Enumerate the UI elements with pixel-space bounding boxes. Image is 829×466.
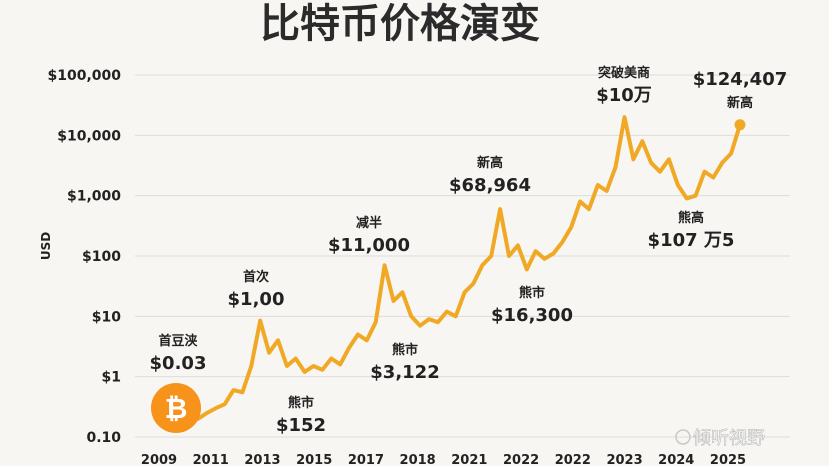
bitcoin-glyph: ₿	[165, 392, 188, 425]
y-tick-label: $1	[102, 370, 121, 386]
annotation: 熊市 $152	[276, 395, 326, 436]
annotation: 新高 $68,964	[449, 155, 531, 196]
annotation-title: 减半	[356, 215, 382, 231]
annotation: 熊市 $3,122	[370, 342, 439, 383]
x-tick-label: 2018	[400, 453, 436, 466]
annotation: 新高 $124,407	[693, 69, 788, 111]
annotation-title: 首次	[243, 269, 269, 285]
annotation-value: $124,407	[693, 69, 788, 90]
y-tick-label: $100	[82, 249, 121, 265]
annotation-value: $1,00	[228, 289, 285, 310]
bitcoin-logo: ₿	[151, 383, 201, 433]
annotation: 减半 $11,000	[328, 215, 410, 256]
y-tick-label: 0.10	[86, 430, 121, 446]
x-tick-label: 2021	[451, 453, 487, 466]
annotation-value: $152	[276, 415, 326, 436]
chart-title: 比特币价格演变	[260, 1, 540, 47]
annotation-title: 首豆浃	[158, 333, 197, 349]
x-tick-label: 2025	[710, 453, 746, 466]
watermark-text: 倾听视野	[693, 428, 765, 449]
annotation-title: 熊市	[519, 285, 545, 301]
annotations: 首豆浃 $0.03 首次 $1,00 熊市 $152 减半 $11,000 熊市 $3,122 新高…	[150, 65, 788, 436]
y-tick-label: $10	[92, 309, 121, 325]
annotation-title: 熊高	[678, 210, 704, 226]
x-tick-label: 2022	[555, 453, 591, 466]
annotation-value: $68,964	[449, 175, 531, 196]
bitcoin-logo-icon	[151, 383, 201, 433]
annotation-value: $10万	[596, 85, 652, 106]
y-tick-label: $100,000	[47, 68, 121, 84]
series-line	[196, 115, 742, 421]
x-tick-label: 2015	[296, 453, 332, 466]
annotation-value: $3,122	[370, 362, 439, 383]
y-axis-label: USD	[39, 232, 53, 260]
annotation: 突破美商 $10万	[596, 65, 652, 106]
annotation-value: $107 万5	[648, 230, 735, 251]
x-tick-label: 2024	[658, 453, 694, 466]
x-tick-label: 2022	[503, 453, 539, 466]
annotation-title: 熊市	[392, 342, 418, 358]
y-axis-ticks: 0.10 $1 $10 $100 $1,000 $10,000 $100,000	[47, 68, 121, 446]
x-axis-ticks: 2009 2011 2013 2015 2017 2018 2021 2022 2022 2023…	[141, 453, 746, 466]
annotation: 熊市 $16,300	[491, 285, 573, 326]
y-tick-label: $1,000	[67, 189, 121, 205]
x-tick-label: 2009	[141, 453, 177, 466]
y-tick-label: $10,000	[57, 128, 121, 144]
end-point-dot	[734, 119, 746, 131]
watermark-icon	[675, 429, 691, 445]
x-tick-label: 2017	[348, 453, 384, 466]
annotation-title: 熊市	[288, 395, 314, 411]
annotation-title: 突破美商	[598, 65, 650, 81]
x-tick-label: 2023	[606, 453, 642, 466]
annotation: 首次 $1,00	[228, 269, 285, 310]
annotation-title: 新高	[477, 155, 503, 171]
annotation: 首豆浃 $0.03	[150, 333, 207, 374]
annotation-value: $16,300	[491, 305, 573, 326]
annotation-value: $0.03	[150, 353, 207, 374]
grid	[135, 74, 790, 438]
watermark: 倾听视野	[675, 428, 765, 449]
annotation-title: 新高	[727, 95, 753, 111]
annotation-value: $11,000	[328, 235, 410, 256]
annotation: 熊高 $107 万5	[648, 210, 735, 251]
x-tick-label: 2013	[244, 453, 280, 466]
x-tick-label: 2011	[193, 453, 229, 466]
